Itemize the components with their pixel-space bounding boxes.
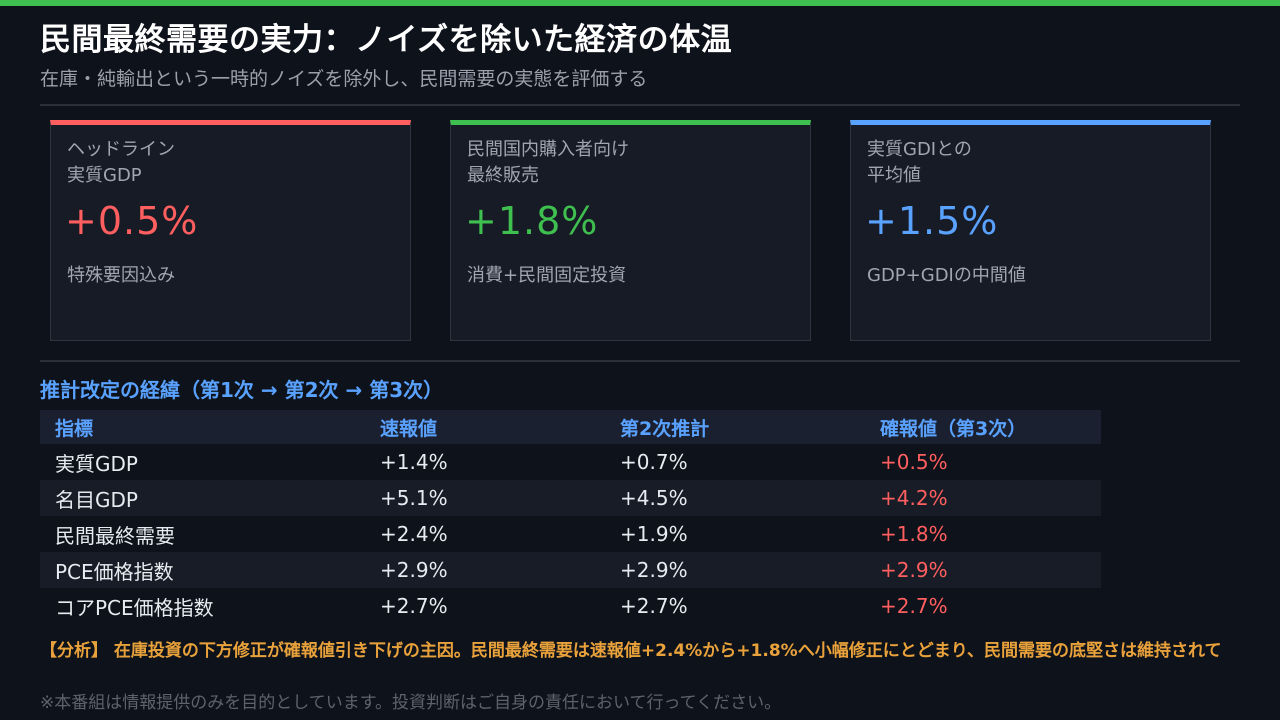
revision-table: 指標 速報値 第2次推計 確報値（第3次） 実質GDP +1.4% +0.7% … bbox=[40, 410, 1101, 624]
table-row: コアPCE価格指数 +2.7% +2.7% +2.7% bbox=[40, 588, 1101, 624]
header-cell: 指標 bbox=[55, 417, 94, 440]
table-row: 民間最終需要 +2.4% +1.9% +1.8% bbox=[40, 516, 1101, 552]
final-cell: +1.8% bbox=[880, 522, 948, 546]
card-label: 民間国内購入者向け 最終販売 bbox=[467, 139, 629, 186]
card-value: +1.8% bbox=[465, 199, 599, 243]
second-cell: +0.7% bbox=[620, 450, 688, 474]
final-cell: +4.2% bbox=[880, 486, 948, 510]
final-cell: +2.7% bbox=[880, 594, 948, 618]
advance-cell: +5.1% bbox=[380, 486, 448, 510]
indicator-cell: PCE価格指数 bbox=[55, 559, 174, 584]
header-cell: 第2次推計 bbox=[620, 417, 710, 440]
final-cell: +0.5% bbox=[880, 450, 948, 474]
second-cell: +1.9% bbox=[620, 522, 688, 546]
advance-cell: +1.4% bbox=[380, 450, 448, 474]
page-title: 民間最終需要の実力：ノイズを除いた経済の体温 bbox=[40, 22, 733, 58]
section-divider bbox=[40, 360, 1240, 362]
card-gdi-average: 実質GDIとの 平均値 +1.5% GDP+GDIの中間値 bbox=[850, 120, 1211, 341]
analysis-text: 【分析】 在庫投資の下方修正が確報値引き下げの主因。民間最終需要は速報値+2.4… bbox=[40, 641, 1222, 661]
card-final-sales: 民間国内購入者向け 最終販売 +1.8% 消費+民間固定投資 bbox=[450, 120, 811, 341]
header-cell: 速報値 bbox=[380, 417, 438, 440]
card-value: +1.5% bbox=[865, 199, 999, 243]
advance-cell: +2.9% bbox=[380, 558, 448, 582]
card-note: GDP+GDIの中間値 bbox=[867, 265, 1026, 286]
revision-section-title: 推計改定の経緯（第1次 → 第2次 → 第3次） bbox=[40, 378, 444, 402]
second-cell: +4.5% bbox=[620, 486, 688, 510]
header-cell: 確報値（第3次） bbox=[880, 417, 1027, 440]
advance-cell: +2.4% bbox=[380, 522, 448, 546]
card-label: 実質GDIとの 平均値 bbox=[867, 139, 972, 186]
disclaimer-text: ※本番組は情報提供のみを目的としています。投資判断はご自身の責任において行ってく… bbox=[40, 693, 782, 713]
page-subtitle: 在庫・純輸出という一時的ノイズを除外し、民間需要の実態を評価する bbox=[40, 68, 648, 90]
card-value: +0.5% bbox=[65, 199, 199, 243]
card-label: ヘッドライン 実質GDP bbox=[67, 139, 175, 186]
indicator-cell: コアPCE価格指数 bbox=[55, 595, 214, 620]
indicator-cell: 民間最終需要 bbox=[55, 523, 175, 548]
table-row: PCE価格指数 +2.9% +2.9% +2.9% bbox=[40, 552, 1101, 588]
second-cell: +2.7% bbox=[620, 594, 688, 618]
top-accent-bar bbox=[0, 0, 1280, 6]
header-divider bbox=[40, 104, 1240, 106]
table-row: 名目GDP +5.1% +4.5% +4.2% bbox=[40, 480, 1101, 516]
second-cell: +2.9% bbox=[620, 558, 688, 582]
indicator-cell: 実質GDP bbox=[55, 451, 138, 476]
card-note: 消費+民間固定投資 bbox=[467, 265, 627, 286]
table-row: 実質GDP +1.4% +0.7% +0.5% bbox=[40, 444, 1101, 480]
final-cell: +2.9% bbox=[880, 558, 948, 582]
table-header-row: 指標 速報値 第2次推計 確報値（第3次） bbox=[40, 410, 1101, 444]
advance-cell: +2.7% bbox=[380, 594, 448, 618]
card-note: 特殊要因込み bbox=[67, 265, 175, 286]
indicator-cell: 名目GDP bbox=[55, 487, 138, 512]
card-headline-gdp: ヘッドライン 実質GDP +0.5% 特殊要因込み bbox=[50, 120, 411, 341]
